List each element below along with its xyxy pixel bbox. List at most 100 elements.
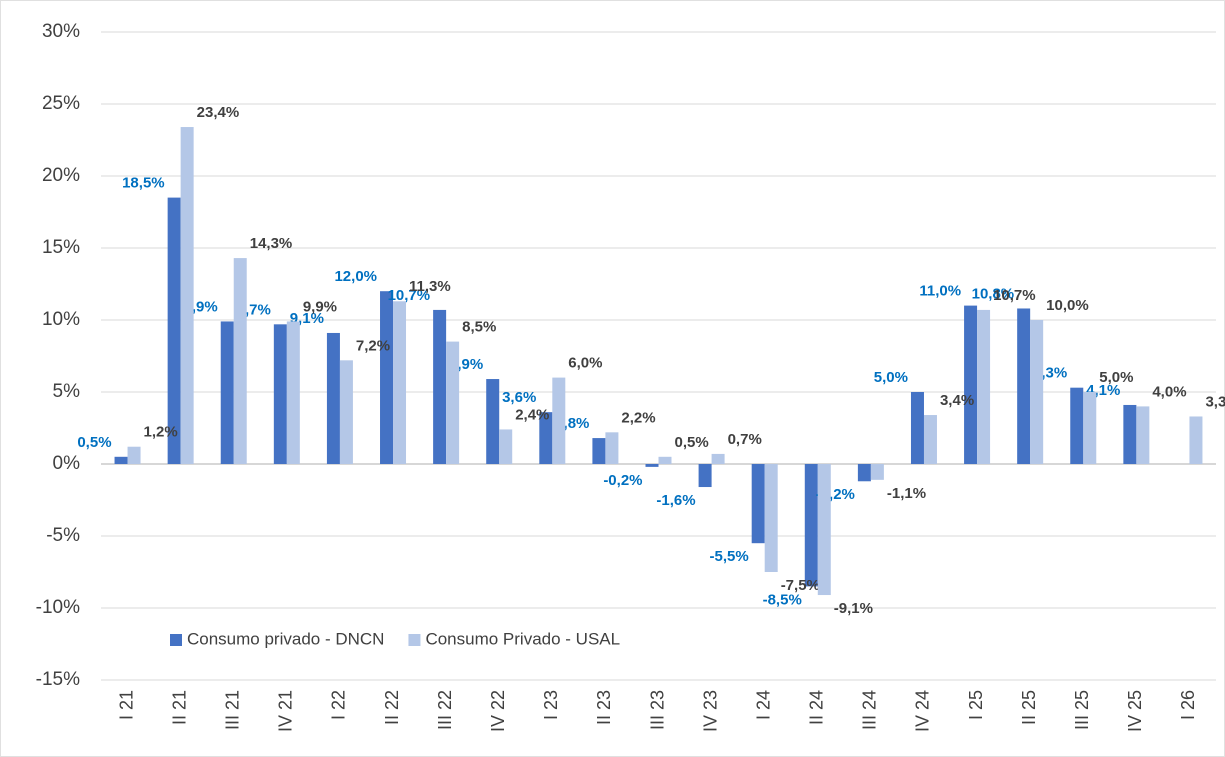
x-tick-label: IV 24 bbox=[913, 690, 933, 732]
bar bbox=[539, 412, 553, 464]
value-label: 8,5% bbox=[462, 319, 496, 336]
value-label: 10,8% bbox=[972, 285, 1015, 302]
bar bbox=[167, 197, 181, 464]
x-tick-label: II 24 bbox=[807, 690, 827, 725]
legend-swatch bbox=[408, 634, 421, 646]
y-tick-label: -5% bbox=[46, 525, 80, 546]
bar bbox=[964, 305, 978, 464]
x-tick-label: IV 22 bbox=[488, 690, 508, 732]
bar bbox=[711, 453, 725, 464]
value-label: 14,3% bbox=[250, 235, 293, 252]
value-label: 12,0% bbox=[334, 268, 377, 285]
x-tick-label: IV 21 bbox=[276, 690, 296, 732]
y-tick-label: -10% bbox=[36, 597, 80, 618]
bar bbox=[286, 321, 300, 464]
bar bbox=[486, 379, 500, 464]
x-tick-label: III 23 bbox=[647, 690, 667, 730]
y-tick-label: -15% bbox=[36, 669, 80, 690]
x-tick-label: IV 23 bbox=[700, 690, 720, 732]
bar bbox=[220, 321, 234, 464]
y-tick-label: 0% bbox=[53, 453, 81, 474]
value-label: 3,4% bbox=[940, 392, 974, 409]
bar bbox=[380, 291, 394, 464]
bar bbox=[698, 464, 712, 488]
value-label: 2,2% bbox=[621, 409, 655, 426]
value-label: 9,9% bbox=[303, 298, 337, 315]
bar bbox=[233, 258, 247, 464]
bar bbox=[552, 377, 566, 464]
value-label: 6,0% bbox=[568, 355, 602, 372]
x-tick-label: II 25 bbox=[1019, 690, 1039, 725]
bar bbox=[645, 464, 659, 467]
y-tick-label: 25% bbox=[42, 93, 80, 114]
x-tick-label: II 21 bbox=[169, 690, 189, 725]
value-label: -5,5% bbox=[710, 548, 749, 565]
legend-label: Consumo privado - DNCN bbox=[187, 629, 384, 648]
value-label: 5,0% bbox=[1099, 369, 1133, 386]
value-label: 3,6% bbox=[502, 389, 536, 406]
x-tick-label: III 21 bbox=[222, 690, 242, 730]
y-tick-label: 20% bbox=[42, 165, 80, 186]
value-label: 10,7% bbox=[388, 287, 431, 304]
bar bbox=[127, 446, 141, 464]
x-tick-label: I 23 bbox=[541, 690, 561, 720]
x-tick-label: I 24 bbox=[753, 690, 773, 720]
value-label: 10,7% bbox=[993, 287, 1036, 304]
value-label: -0,2% bbox=[603, 472, 642, 489]
value-label: 11,3% bbox=[409, 278, 451, 295]
y-tick-label: 10% bbox=[42, 309, 80, 330]
value-label: 7,2% bbox=[356, 337, 390, 354]
bar bbox=[1083, 392, 1097, 464]
x-tick-label: III 24 bbox=[860, 690, 880, 730]
x-tick-label: I 21 bbox=[116, 690, 136, 720]
bar bbox=[326, 332, 340, 464]
y-tick-label: 5% bbox=[53, 381, 81, 402]
value-label: 0,5% bbox=[675, 434, 709, 451]
value-label: -1,1% bbox=[887, 485, 926, 502]
bar bbox=[180, 127, 194, 464]
value-label: -7,5% bbox=[781, 577, 820, 594]
bar bbox=[339, 360, 353, 464]
value-label: 1,2% bbox=[144, 424, 178, 441]
bar bbox=[923, 415, 937, 464]
value-label: 23,4% bbox=[197, 104, 240, 121]
value-label: 10,0% bbox=[1046, 297, 1089, 314]
bar bbox=[751, 464, 765, 544]
bar bbox=[1017, 308, 1031, 464]
x-tick-label: I 25 bbox=[966, 690, 986, 720]
bar bbox=[446, 341, 460, 464]
bar bbox=[1123, 404, 1137, 464]
value-label: 0,7% bbox=[728, 431, 762, 448]
x-tick-label: I 22 bbox=[329, 690, 349, 720]
bar bbox=[910, 392, 924, 464]
value-label: -9,1% bbox=[834, 600, 873, 617]
bar bbox=[857, 464, 871, 482]
value-label: 4,0% bbox=[1152, 383, 1186, 400]
bar bbox=[658, 456, 672, 464]
x-tick-label: IV 25 bbox=[1125, 690, 1145, 732]
y-tick-label: 15% bbox=[42, 237, 80, 258]
value-label: -8,5% bbox=[763, 591, 802, 608]
value-label: -1,6% bbox=[656, 492, 695, 509]
bar bbox=[817, 464, 831, 596]
bar bbox=[977, 309, 991, 464]
bar bbox=[1136, 406, 1150, 464]
bar bbox=[605, 432, 619, 464]
bar bbox=[1189, 416, 1203, 464]
bar bbox=[1070, 387, 1084, 464]
value-label: 0,5% bbox=[77, 434, 111, 451]
x-tick-label: II 22 bbox=[382, 690, 402, 725]
value-label: 18,5% bbox=[122, 175, 165, 192]
legend-swatch bbox=[170, 634, 182, 646]
bar bbox=[393, 301, 407, 464]
bar bbox=[433, 309, 447, 464]
x-tick-label: II 23 bbox=[594, 690, 614, 725]
bar bbox=[764, 464, 778, 572]
value-label: 3,3% bbox=[1205, 393, 1225, 410]
value-label: 5,0% bbox=[874, 369, 908, 386]
x-tick-label: III 22 bbox=[435, 690, 455, 730]
bar bbox=[1030, 320, 1044, 464]
value-label: 11,0% bbox=[919, 283, 961, 300]
x-tick-label: I 26 bbox=[1178, 690, 1198, 720]
